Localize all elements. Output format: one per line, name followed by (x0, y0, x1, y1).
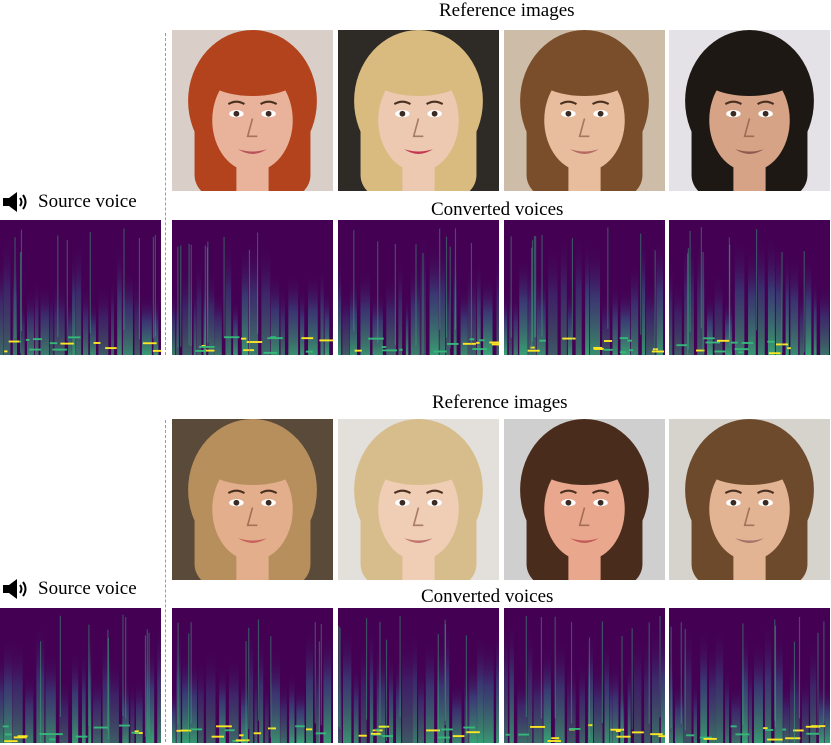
speaker-icon (2, 578, 32, 600)
reference-images-title: Reference images (439, 0, 575, 21)
converted-voices-title: Converted voices (421, 586, 554, 607)
reference-face (504, 30, 665, 191)
speaker-icon (2, 191, 32, 213)
source-spectrogram (0, 608, 161, 743)
converted-spectrogram (669, 220, 830, 355)
source-voice-label: Source voice (2, 191, 137, 213)
converted-spectrogram (504, 608, 665, 743)
source-voice-text: Source voice (38, 191, 137, 212)
source-voice-text: Source voice (38, 578, 137, 599)
reference-face (669, 419, 830, 580)
reference-face (669, 30, 830, 191)
reference-face (338, 419, 499, 580)
reference-face (338, 30, 499, 191)
reference-face (172, 419, 333, 580)
group-divider (165, 33, 166, 355)
converted-spectrogram (669, 608, 830, 743)
reference-face (172, 30, 333, 191)
converted-spectrogram (172, 220, 333, 355)
group-divider (165, 420, 166, 742)
converted-spectrogram (172, 608, 333, 743)
converted-voices-title: Converted voices (431, 199, 564, 220)
reference-face (504, 419, 665, 580)
reference-images-title: Reference images (432, 392, 568, 413)
converted-spectrogram (338, 220, 499, 355)
source-voice-label: Source voice (2, 578, 137, 600)
source-spectrogram (0, 220, 161, 355)
converted-spectrogram (504, 220, 665, 355)
converted-spectrogram (338, 608, 499, 743)
